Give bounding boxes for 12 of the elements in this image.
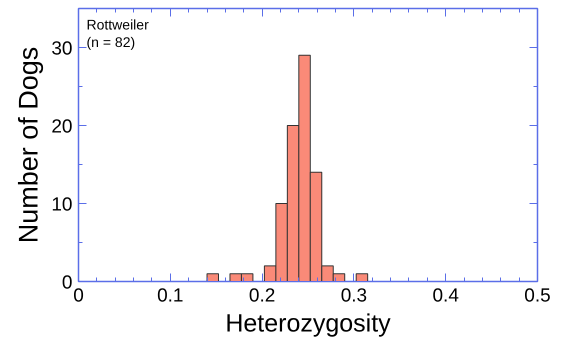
x-tick-label: 0.4 — [432, 286, 460, 306]
x-tick-label: 0.2 — [248, 286, 276, 306]
x-tick-label: 0.5 — [524, 286, 551, 306]
x-tick-label: 0.1 — [157, 286, 184, 306]
y-axis-title: Number of Dogs — [13, 46, 44, 244]
x-axis-title: Heterozygosity — [225, 310, 392, 338]
x-tick-label: 0.3 — [340, 286, 368, 306]
y-tick-label: 30 — [51, 38, 73, 60]
y-tick-label: 0 — [62, 272, 73, 294]
annotation: Rottweiler (n = 82) — [86, 16, 150, 50]
y-tick-label: 10 — [51, 194, 73, 216]
y-tick-label: 20 — [51, 116, 73, 138]
